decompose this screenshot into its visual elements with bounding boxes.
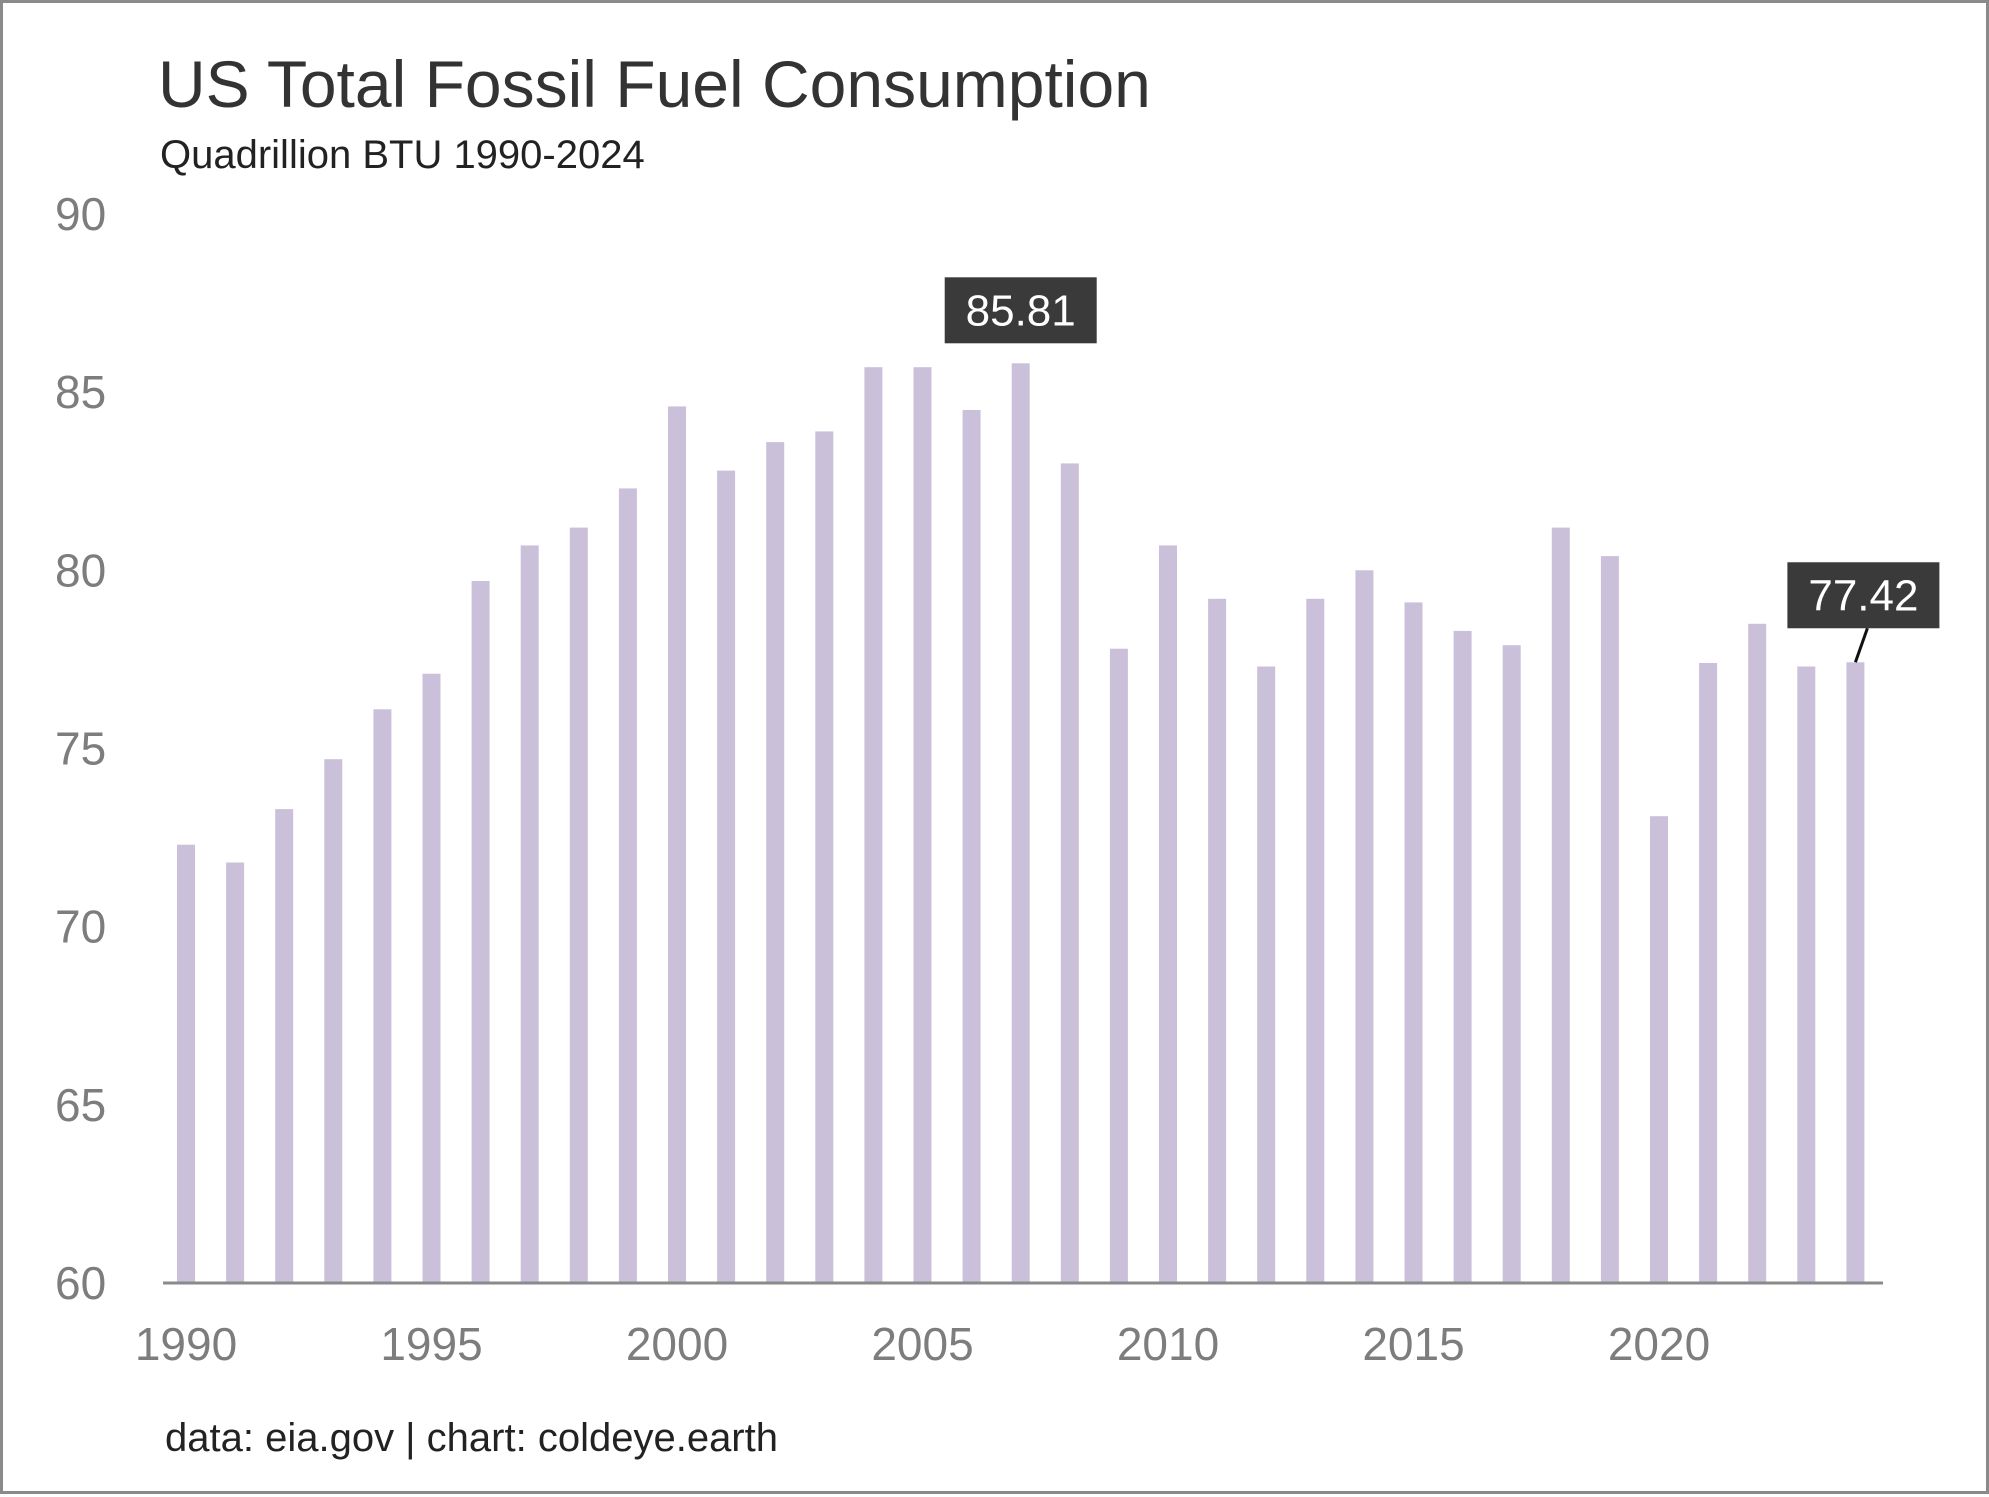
bar	[1306, 598, 1325, 1283]
x-tick-label: 2015	[1362, 1318, 1464, 1370]
bar	[913, 367, 932, 1283]
bar	[324, 759, 343, 1283]
bar	[177, 844, 195, 1283]
x-tick-label: 2020	[1608, 1318, 1710, 1370]
bar	[1453, 630, 1472, 1283]
bar	[226, 862, 245, 1283]
chart-title: US Total Fossil Fuel Consumption	[158, 47, 1151, 121]
bar	[1159, 545, 1177, 1283]
bar	[275, 809, 294, 1283]
bar	[618, 488, 637, 1283]
bar	[1846, 662, 1865, 1283]
bar	[815, 431, 834, 1283]
y-tick-label: 85	[55, 366, 106, 418]
x-tick-label: 2005	[871, 1318, 973, 1370]
bar	[962, 410, 981, 1283]
bar	[668, 406, 686, 1283]
y-tick-label: 90	[55, 188, 106, 240]
bar	[1109, 648, 1128, 1283]
y-tick-label: 65	[55, 1079, 106, 1131]
y-tick-label: 75	[55, 723, 106, 775]
bar	[373, 709, 392, 1283]
callout-box	[944, 277, 1097, 344]
bar	[766, 442, 785, 1284]
callout-label: 85.81	[966, 286, 1076, 335]
x-axis-ticks: 1990 1995 2000 2005 2010 2015 2020	[135, 1318, 1710, 1370]
x-tick-label: 1995	[380, 1318, 482, 1370]
bar	[1600, 556, 1619, 1283]
chart-svg: US Total Fossil Fuel Consumption Quadril…	[55, 47, 1940, 1460]
bar	[1257, 666, 1276, 1283]
bar-series	[177, 363, 1865, 1284]
bar	[520, 545, 539, 1283]
bar	[569, 527, 588, 1283]
bar	[1060, 463, 1079, 1283]
source-credit: data: eia.gov | chart: coldeye.earth	[165, 1416, 778, 1460]
callout-box	[1787, 562, 1940, 629]
callout-label: 77.42	[1808, 571, 1918, 620]
y-tick-label: 60	[55, 1257, 106, 1309]
bar	[1797, 666, 1816, 1283]
bar	[864, 367, 883, 1283]
callout-labels: 85.81 77.42	[944, 277, 1940, 663]
x-tick-label: 1990	[135, 1318, 237, 1370]
bar	[1208, 598, 1227, 1283]
bar	[1502, 645, 1521, 1283]
bar	[1748, 623, 1767, 1283]
bar	[471, 581, 490, 1283]
bar	[1551, 527, 1570, 1283]
y-tick-label: 80	[55, 544, 106, 596]
x-tick-label: 2010	[1117, 1318, 1219, 1370]
chart-subtitle: Quadrillion BTU 1990-2024	[160, 133, 645, 177]
bar	[422, 673, 441, 1283]
y-tick-label: 70	[55, 901, 106, 953]
bar	[1011, 363, 1030, 1283]
bar	[717, 470, 736, 1284]
x-tick-label: 2000	[626, 1318, 728, 1370]
bar	[1650, 816, 1668, 1283]
y-axis-ticks: 60 65 70 75 80 85 90	[55, 188, 106, 1309]
bar	[1404, 602, 1423, 1283]
bar	[1699, 663, 1718, 1283]
callout-leader-line	[1853, 627, 1869, 663]
bar	[1355, 570, 1374, 1283]
